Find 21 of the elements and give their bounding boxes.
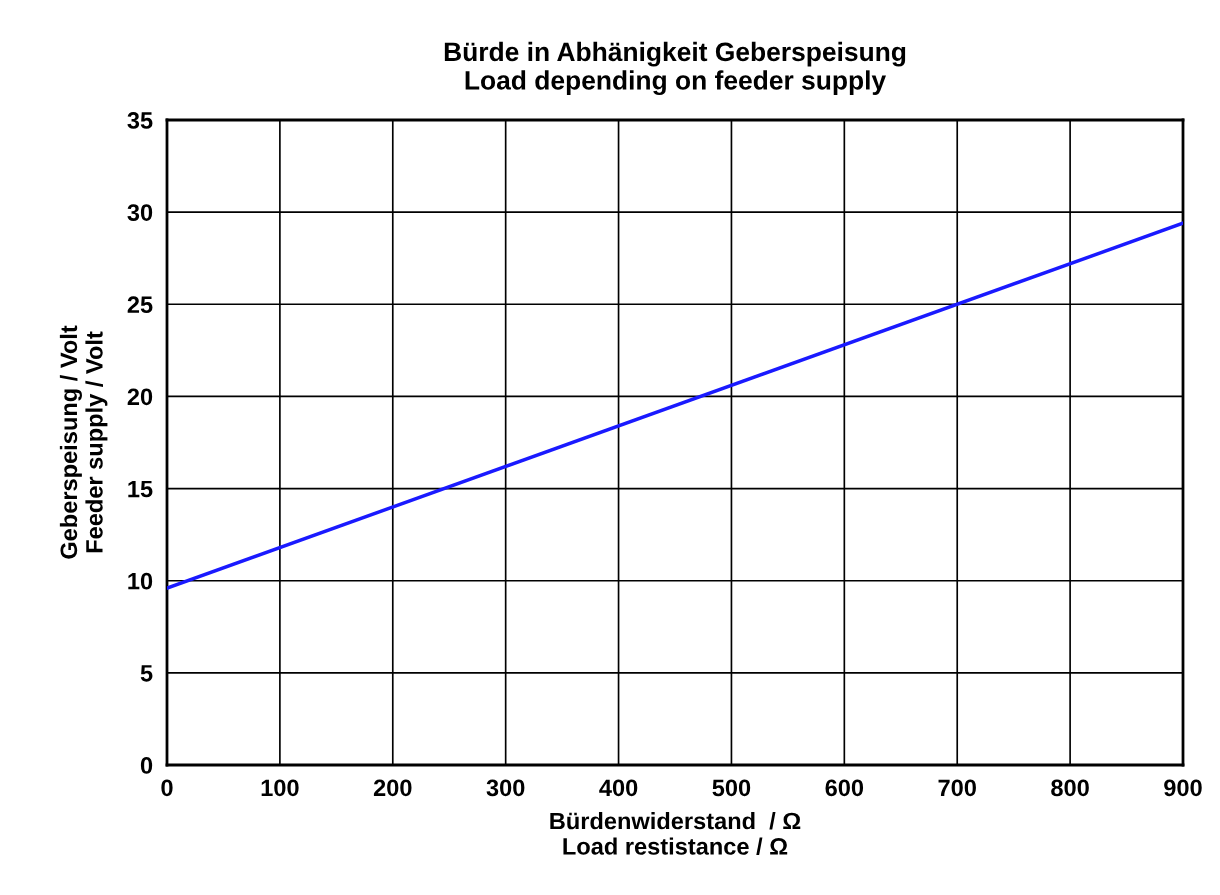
x-tick-label: 200 [373, 779, 412, 797]
y-tick-label: 5 [140, 665, 153, 682]
x-tick-label: 900 [1164, 779, 1202, 797]
y-axis-title: Geberspeisung / Volt Feeder supply / Volt [59, 325, 108, 559]
y-tick-label: 10 [128, 572, 153, 590]
y-tick-label: 35 [127, 112, 153, 129]
y-tick-label: 15 [128, 480, 153, 498]
x-tick-label: 600 [825, 779, 864, 797]
y-tick-label: 30 [127, 204, 153, 221]
x-tick-label: 0 [161, 779, 173, 797]
chart-title: Bürde in Abhänigkeit Geberspeisung Load depending on feeder supply [444, 41, 906, 96]
x-tick-label: 800 [1051, 779, 1089, 797]
x-axis-title: Bürdenwiderstand / Ω Load restistance / Ω [550, 812, 801, 856]
x-tick-label: 400 [599, 779, 638, 797]
y-tick-label: 0 [140, 757, 153, 774]
x-tick-label: 300 [486, 779, 525, 797]
x-tick-label: 500 [712, 779, 751, 797]
y-tick-label: 25 [127, 296, 153, 314]
x-tick-label: 700 [938, 779, 976, 797]
x-tick-label: 100 [261, 779, 299, 797]
y-tick-label: 20 [127, 388, 153, 406]
